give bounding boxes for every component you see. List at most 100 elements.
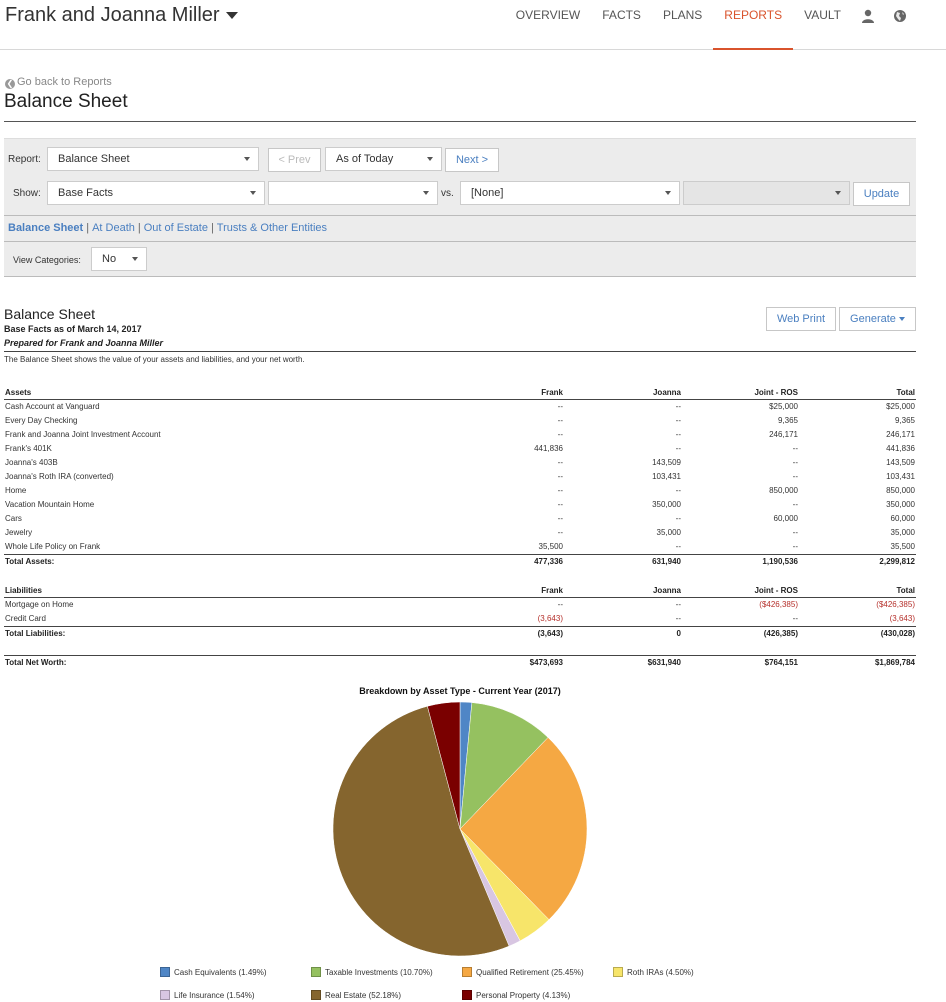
report-select-value: Balance Sheet <box>58 153 130 165</box>
legend-item: Real Estate (52.18%) <box>311 990 401 1000</box>
client-switcher[interactable]: Frank and Joanna Miller <box>5 4 238 27</box>
row-frank: -- <box>557 472 563 481</box>
chevron-down-icon <box>244 157 250 161</box>
liabilities-rows: Mortgage on Home -- -- ($426,385) ($426,385)… <box>4 598 916 627</box>
user-menu-button[interactable] <box>852 0 884 50</box>
row-name: Total Assets: <box>4 554 474 569</box>
report-description: The Balance Sheet shows the value of you… <box>4 355 305 364</box>
show-secondary-select[interactable] <box>268 181 438 205</box>
chevron-down-icon <box>835 191 841 195</box>
asset-row: Joanna's Roth IRA (converted) -- 103,431 --… <box>4 470 916 484</box>
row-name: Cars <box>5 514 22 523</box>
report-subtitle: Base Facts as of March 14, 2017 <box>4 324 142 334</box>
row-name: Total Net Worth: <box>4 655 474 670</box>
row-frank: 35,500 <box>538 542 563 551</box>
liabilities-table: Liabilities Frank Joanna Joint - ROS Tot… <box>4 584 916 641</box>
assets-table: Assets Frank Joanna Joint - ROS Total Ca… <box>4 386 916 569</box>
nav-tab-vault[interactable]: VAULT <box>804 8 841 22</box>
col-frank: Frank <box>474 386 564 400</box>
view-categories-label: View Categories: <box>13 255 81 265</box>
report-label: Report: <box>8 154 41 165</box>
report-select[interactable]: Balance Sheet <box>47 147 259 171</box>
link-trusts-other-entities[interactable]: Trusts & Other Entities <box>216 222 328 234</box>
row-frank: -- <box>557 500 563 509</box>
report-view-links: Balance Sheet | At Death | Out of Estate | Tru… <box>8 222 328 234</box>
row-total: 60,000 <box>890 514 915 523</box>
row-joanna: 631,940 <box>564 554 682 569</box>
nav-tab-reports[interactable]: REPORTS <box>713 0 794 50</box>
row-name: Home <box>5 486 27 495</box>
report-divider <box>4 351 916 352</box>
as-of-select[interactable]: As of Today <box>325 147 442 171</box>
asset-row: Every Day Checking -- -- 9,365 9,365 <box>4 414 916 428</box>
row-joanna: -- <box>675 402 681 411</box>
row-frank: -- <box>557 514 563 523</box>
row-frank: -- <box>557 430 563 439</box>
view-categories-select[interactable]: No <box>91 247 147 271</box>
legend-swatch <box>311 967 321 977</box>
update-button[interactable]: Update <box>853 182 910 206</box>
chevron-down-icon <box>423 191 429 195</box>
as-of-select-value: As of Today <box>336 153 394 165</box>
asset-row: Cars -- -- 60,000 60,000 <box>4 512 916 526</box>
legend-swatch <box>613 967 623 977</box>
row-total: 2,299,812 <box>799 554 916 569</box>
nav-tab-overview[interactable]: OVERVIEW <box>515 8 581 22</box>
col-joanna: Joanna <box>564 386 682 400</box>
row-total: 35,500 <box>890 542 915 551</box>
report-prepared-for: Prepared for Frank and Joanna Miller <box>4 338 164 348</box>
chevron-down-icon <box>225 12 238 20</box>
legend-item: Cash Equivalents (1.49%) <box>160 967 267 977</box>
nav-tab-facts[interactable]: FACTS <box>602 8 641 22</box>
legend-item: Life Insurance (1.54%) <box>160 990 255 1000</box>
row-joanna: 103,431 <box>652 472 681 481</box>
row-joanna: 35,000 <box>656 528 681 537</box>
vs-secondary-select[interactable] <box>683 181 850 205</box>
vs-label: vs. <box>441 188 454 199</box>
row-total: (3,643) <box>889 614 915 623</box>
col-joint: Joint - ROS <box>682 584 799 598</box>
row-frank: -- <box>557 402 563 411</box>
assets-rows: Cash Account at Vanguard -- -- $25,000 $25,0… <box>4 400 916 555</box>
row-joint: (426,385) <box>682 626 799 641</box>
row-name: Frank and Joanna Joint Investment Accoun… <box>5 430 161 439</box>
row-joanna: 0 <box>564 626 682 641</box>
legend-item: Roth IRAs (4.50%) <box>613 967 694 977</box>
asset-row: Frank and Joanna Joint Investment Accoun… <box>4 428 916 442</box>
show-select[interactable]: Base Facts <box>47 181 265 205</box>
legend-item: Qualified Retirement (25.45%) <box>462 967 584 977</box>
row-total: 9,365 <box>894 416 915 425</box>
nav-tab-plans[interactable]: PLANS <box>662 8 703 22</box>
link-at-death[interactable]: At Death <box>92 222 135 234</box>
net-worth-table: Total Net Worth: $473,693 $631,940 $764,… <box>4 655 916 670</box>
web-print-button[interactable]: Web Print <box>766 307 836 331</box>
asset-row: Home -- -- 850,000 850,000 <box>4 484 916 498</box>
link-balance-sheet[interactable]: Balance Sheet <box>8 222 84 234</box>
go-back-link[interactable]: ❮ Go back to Reports <box>5 76 112 89</box>
total-assets-row: Total Assets: 477,336 631,940 1,190,536 … <box>4 554 916 569</box>
row-total: $25,000 <box>886 402 915 411</box>
legend-label: Taxable Investments (10.70%) <box>325 967 433 977</box>
row-joint: -- <box>792 458 798 467</box>
prev-button[interactable]: < Prev <box>268 148 321 172</box>
row-total: 35,000 <box>890 528 915 537</box>
assets-heading: Assets <box>4 386 474 400</box>
next-button[interactable]: Next > <box>445 148 499 172</box>
row-joint: -- <box>792 472 798 481</box>
vs-select[interactable]: [None] <box>460 181 680 205</box>
pie-slice-personal-property <box>427 701 461 830</box>
col-joanna: Joanna <box>564 584 682 598</box>
language-button[interactable] <box>884 0 916 50</box>
show-label: Show: <box>13 188 41 199</box>
link-out-of-estate[interactable]: Out of Estate <box>143 222 208 234</box>
row-joint: -- <box>792 614 798 623</box>
legend-label: Life Insurance (1.54%) <box>174 990 255 1000</box>
row-name: Total Liabilities: <box>4 626 474 641</box>
controls-divider <box>4 241 916 242</box>
pie-slice-taxable-investments <box>459 702 549 830</box>
generate-button[interactable]: Generate <box>839 307 916 331</box>
liabilities-heading: Liabilities <box>4 584 474 598</box>
row-joint: -- <box>792 500 798 509</box>
page-title: Balance Sheet <box>4 91 128 112</box>
legend-item: Personal Property (4.13%) <box>462 990 570 1000</box>
